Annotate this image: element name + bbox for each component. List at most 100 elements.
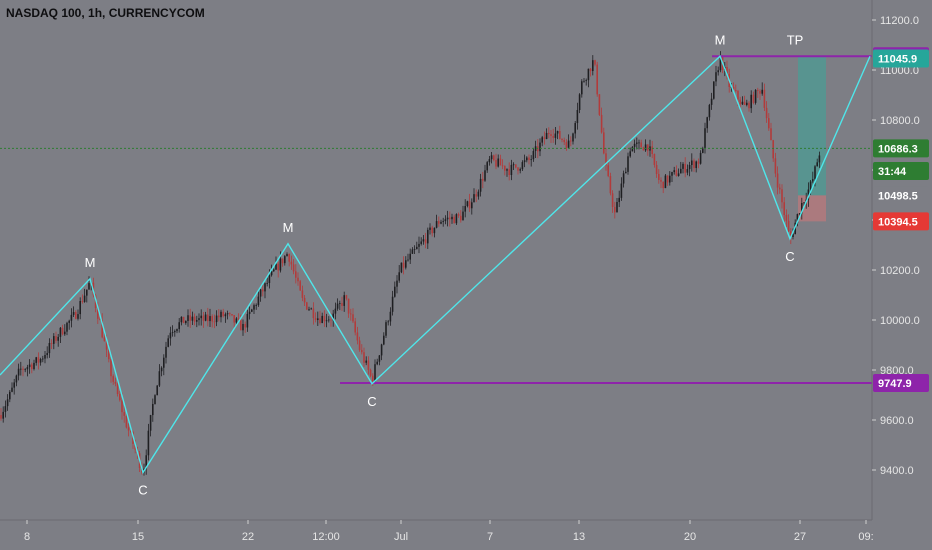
candle-body <box>290 261 293 265</box>
candle-body <box>455 214 458 224</box>
candle-body <box>125 415 128 428</box>
wave-label-tp: TP <box>787 32 804 47</box>
candle-body <box>39 359 42 363</box>
candle-body <box>453 216 455 224</box>
candle-body <box>288 254 290 262</box>
candle-body <box>427 229 429 244</box>
candle-body <box>328 319 330 321</box>
candle-body <box>620 183 623 198</box>
candle-body <box>801 203 803 214</box>
candle-body <box>79 301 81 315</box>
candle-body <box>429 227 431 230</box>
candle-body <box>424 239 427 244</box>
candle-body <box>596 64 598 95</box>
candle-body <box>752 94 755 103</box>
candle-body <box>695 161 697 169</box>
candle-body <box>669 175 671 183</box>
price-axis <box>872 0 932 550</box>
candle-body <box>440 221 442 224</box>
candle-body <box>402 262 405 268</box>
candle-body <box>273 269 275 272</box>
candle-body <box>770 128 772 141</box>
candle-body <box>134 443 136 450</box>
candle-body <box>655 164 658 174</box>
candle-body <box>774 158 777 174</box>
candle-body <box>488 159 491 163</box>
candle-body <box>380 344 383 356</box>
candle-body <box>449 217 451 220</box>
candle-body <box>446 217 449 220</box>
candle-body <box>167 338 169 347</box>
candle-body <box>176 329 178 332</box>
x-tick-label: 8 <box>24 531 30 543</box>
candle-body <box>301 290 304 298</box>
candle-body <box>647 144 649 151</box>
badge-extra-3-text: 10394.5 <box>878 216 918 228</box>
candle-body <box>200 315 202 319</box>
candle-body <box>303 297 306 303</box>
candle-body <box>284 256 286 264</box>
candle-body <box>376 361 378 365</box>
candle-body <box>691 160 693 166</box>
candle-body <box>251 309 253 312</box>
candle-body <box>218 315 220 318</box>
candle-body <box>706 117 708 129</box>
x-tick-label: 22 <box>242 531 254 543</box>
candle-body <box>504 165 506 171</box>
candle-body <box>317 318 319 321</box>
candle-body <box>180 316 183 323</box>
candle-body <box>748 102 750 109</box>
candle-body <box>154 395 156 404</box>
candle-body <box>796 214 799 223</box>
candle-body <box>121 400 123 413</box>
wave-line <box>0 55 871 475</box>
badge-extra-3 <box>873 212 929 231</box>
candle-body <box>737 90 739 100</box>
candle-body <box>708 104 711 118</box>
candle-body <box>717 70 719 73</box>
candle-body <box>202 315 205 321</box>
candle-body <box>638 142 640 144</box>
candle-body <box>83 295 86 302</box>
candle-body <box>396 280 398 287</box>
candle-body <box>407 259 409 261</box>
candle-body <box>609 176 612 194</box>
candle-body <box>222 311 224 317</box>
badge-extra-0 <box>873 49 929 68</box>
candle-body <box>675 170 678 177</box>
candle-body <box>559 131 561 139</box>
candle-body <box>554 133 557 138</box>
y-tick-label: 10200.0 <box>880 265 920 277</box>
candle-body <box>209 316 211 322</box>
candle-body <box>389 311 392 322</box>
candle-body <box>321 315 323 323</box>
candle-body <box>633 143 636 147</box>
candle-body <box>600 114 603 133</box>
candle-body <box>627 156 629 172</box>
candle-body <box>572 133 574 142</box>
candle-body <box>372 375 374 382</box>
candle-body <box>310 308 312 310</box>
candle-body <box>759 90 761 94</box>
candle-body <box>262 289 264 292</box>
candle-body <box>246 313 249 328</box>
badge-current <box>873 139 929 158</box>
y-tick-label: 11000.0 <box>880 65 919 77</box>
candle-body <box>244 323 246 328</box>
candle-body <box>528 157 530 160</box>
candle-body <box>215 315 218 323</box>
candle-body <box>413 249 416 250</box>
candle-body <box>229 313 231 315</box>
candle-body <box>160 367 163 372</box>
candle-body <box>574 123 576 134</box>
candle-body <box>127 427 130 431</box>
candle-body <box>259 289 262 297</box>
candle-body <box>26 367 29 370</box>
candle-body <box>365 360 367 363</box>
candle-body <box>196 320 198 322</box>
candle-body <box>739 99 741 105</box>
candle-body <box>746 102 748 106</box>
candle-body <box>191 316 194 321</box>
candle-body <box>583 80 585 82</box>
